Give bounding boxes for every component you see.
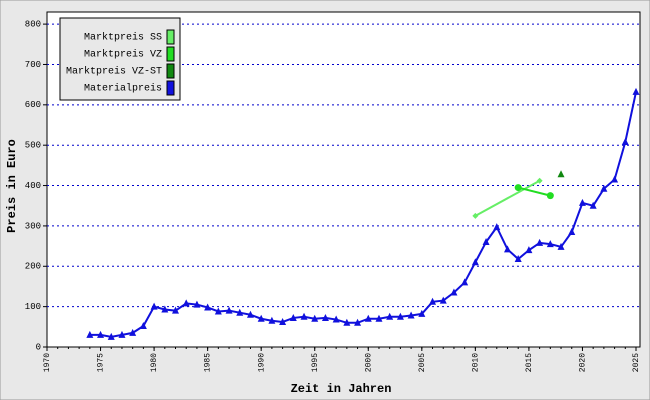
marker (611, 175, 619, 183)
marks (86, 87, 640, 340)
y-tick-label: 100 (25, 302, 41, 312)
y-tick-label: 500 (25, 141, 41, 151)
marker (429, 297, 437, 305)
marker (493, 223, 501, 231)
marker (536, 238, 544, 246)
marker (214, 307, 222, 315)
marker (193, 300, 201, 308)
marker (621, 137, 629, 145)
y-tick-label: 700 (25, 60, 41, 70)
marker (268, 316, 276, 324)
marker (364, 314, 372, 322)
marker (514, 184, 522, 192)
marker (257, 314, 265, 322)
x-tick-label: 2005 (418, 353, 427, 372)
x-tick-label: 1970 (43, 353, 52, 372)
marker (418, 309, 426, 317)
marker (343, 318, 351, 326)
marker (279, 317, 287, 325)
marker (525, 246, 533, 254)
marker (172, 306, 180, 314)
marker (546, 240, 554, 248)
marker (472, 212, 479, 219)
marker (289, 313, 297, 321)
grid (47, 23, 640, 308)
y-tick-label: 200 (25, 262, 41, 272)
legend-label: Marktpreis VZ-ST (66, 66, 162, 78)
legend-swatch (166, 29, 175, 45)
marker (386, 312, 394, 320)
legend-label: Marktpreis SS (84, 32, 162, 44)
x-tick-label: 2025 (632, 353, 641, 372)
marker (546, 192, 554, 200)
series-line (474, 179, 541, 217)
legend-label: Marktpreis VZ (84, 49, 162, 61)
marker (471, 258, 479, 266)
marker (503, 245, 511, 253)
y-tick-label: 300 (25, 221, 41, 231)
marker (332, 315, 340, 323)
x-axis-label: Zeit in Jahren (291, 382, 392, 396)
legend-label: Materialpreis (84, 83, 162, 95)
marker (632, 87, 640, 95)
marker (300, 312, 308, 320)
y-axis-label: Preis in Euro (5, 139, 19, 233)
marker (182, 299, 190, 307)
y-tick-label: 0 (36, 342, 41, 352)
marker (129, 328, 137, 336)
legend-swatch (166, 80, 175, 96)
marker (439, 296, 447, 304)
marker (150, 302, 158, 310)
marker (568, 227, 576, 235)
marker (311, 314, 319, 322)
legend-swatch (166, 46, 175, 62)
marker (139, 322, 147, 330)
x-tick-label: 2010 (471, 353, 480, 372)
marker (236, 308, 244, 316)
x-tick-label: 1975 (97, 353, 106, 372)
x-tick-label: 1995 (311, 353, 320, 372)
marker (161, 305, 169, 313)
y-tick-label: 600 (25, 100, 41, 110)
marker (354, 318, 362, 326)
marker (204, 303, 212, 311)
marker (482, 238, 490, 246)
x-tick-label: 2015 (525, 353, 534, 372)
marker (450, 288, 458, 296)
legend (59, 17, 181, 101)
marker (321, 313, 329, 321)
x-tick-label: 1990 (257, 353, 266, 372)
marker (514, 255, 522, 263)
y-tick-label: 400 (25, 181, 41, 191)
marker (557, 242, 565, 250)
x-tick-label: 2020 (579, 353, 588, 372)
x-tick-label: 1980 (150, 353, 159, 372)
marker (246, 310, 254, 318)
marker (86, 330, 94, 338)
legend-swatch (166, 63, 175, 79)
marker (461, 278, 469, 286)
marker (536, 177, 543, 184)
marker (557, 170, 565, 178)
marker (375, 314, 383, 322)
x-tick-label: 1985 (204, 353, 213, 372)
x-tick-label: 2000 (364, 353, 373, 372)
marker (589, 201, 597, 209)
marker (225, 306, 233, 314)
marker (396, 312, 404, 320)
marker (118, 330, 126, 338)
y-tick-label: 800 (25, 19, 41, 29)
marker (578, 198, 586, 206)
marker (600, 184, 608, 192)
marker (407, 311, 415, 319)
marker (107, 332, 115, 340)
marker (97, 330, 105, 338)
series-line (517, 186, 551, 197)
series-line (89, 91, 637, 338)
